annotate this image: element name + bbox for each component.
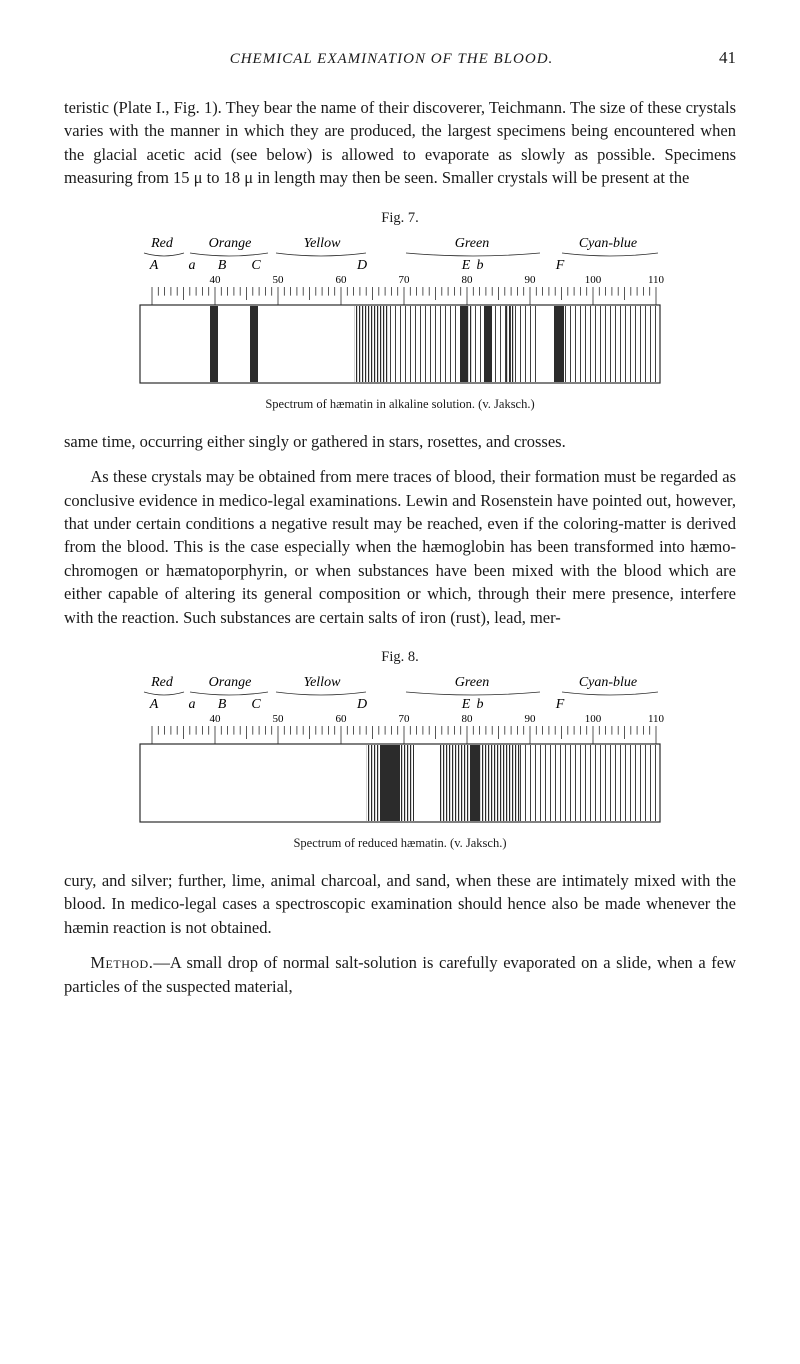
- paragraph-lead: Method.: [90, 953, 153, 972]
- svg-text:90: 90: [525, 274, 537, 286]
- svg-text:Yellow: Yellow: [304, 236, 341, 251]
- svg-text:C: C: [251, 697, 261, 712]
- svg-text:60: 60: [336, 713, 348, 725]
- svg-text:A: A: [149, 258, 159, 273]
- svg-text:Yellow: Yellow: [304, 675, 341, 690]
- svg-text:90: 90: [525, 713, 537, 725]
- page-number: 41: [719, 48, 736, 68]
- svg-text:Red: Red: [150, 675, 174, 690]
- svg-text:110: 110: [648, 713, 665, 725]
- paragraph-rest: —A small drop of normal salt-solution is…: [64, 953, 736, 995]
- svg-text:80: 80: [462, 713, 474, 725]
- svg-text:Green: Green: [455, 675, 489, 690]
- svg-text:E: E: [461, 258, 471, 273]
- running-header: CHEMICAL EXAMINATION OF THE BLOOD. 41: [64, 48, 736, 68]
- svg-text:80: 80: [462, 274, 474, 286]
- svg-text:Green: Green: [455, 236, 489, 251]
- figure-legend: Spectrum of hæmatin in alkaline solution…: [64, 397, 736, 412]
- svg-text:D: D: [356, 697, 367, 712]
- svg-text:40: 40: [210, 713, 222, 725]
- svg-text:Red: Red: [150, 236, 174, 251]
- svg-text:Cyan-blue: Cyan-blue: [579, 236, 637, 251]
- svg-text:40: 40: [210, 274, 222, 286]
- svg-text:70: 70: [399, 713, 411, 725]
- svg-text:60: 60: [336, 274, 348, 286]
- body-paragraph: Method.—A small drop of normal salt-solu…: [64, 951, 736, 998]
- figure-caption: Fig. 8.: [64, 649, 736, 666]
- svg-text:D: D: [356, 258, 367, 273]
- svg-text:B: B: [218, 697, 227, 712]
- svg-text:100: 100: [585, 713, 602, 725]
- svg-text:Orange: Orange: [209, 675, 252, 690]
- svg-text:a: a: [189, 258, 196, 273]
- svg-text:Orange: Orange: [209, 236, 252, 251]
- svg-text:a: a: [189, 697, 196, 712]
- svg-text:100: 100: [585, 274, 602, 286]
- svg-text:50: 50: [273, 713, 285, 725]
- svg-text:F: F: [555, 258, 565, 273]
- body-paragraph: As these crystals may be obtained from m…: [64, 465, 736, 629]
- svg-text:F: F: [555, 697, 565, 712]
- svg-text:Cyan-blue: Cyan-blue: [579, 675, 637, 690]
- body-paragraph: cury, and silver; further, lime, animal …: [64, 869, 736, 939]
- spectrum-figure-8: Red Orange Yellow Green Cyan-blue Aa B C D Eb F 40 5…: [64, 672, 736, 828]
- body-paragraph: same time, occurring either singly or ga…: [64, 430, 736, 453]
- spectrum-svg: Red Orange Yellow Green Cyan-blue Aa B C D Eb F 40 5…: [110, 233, 690, 389]
- spectrum-figure-7: Red Orange Yellow Green Cyan-blue Aa B C D Eb F 40 5…: [64, 233, 736, 389]
- spectrum-svg: Red Orange Yellow Green Cyan-blue Aa B C D Eb F 40 5…: [110, 672, 690, 828]
- svg-text:B: B: [218, 258, 227, 273]
- running-title: CHEMICAL EXAMINATION OF THE BLOOD.: [230, 51, 554, 68]
- body-paragraph: teristic (Plate I., Fig. 1). They bear t…: [64, 96, 736, 190]
- svg-text:A: A: [149, 697, 159, 712]
- figure-legend: Spectrum of reduced hæmatin. (v. Jaksch.…: [64, 836, 736, 851]
- svg-text:70: 70: [399, 274, 411, 286]
- svg-text:50: 50: [273, 274, 285, 286]
- svg-text:b: b: [477, 258, 484, 273]
- svg-text:C: C: [251, 258, 261, 273]
- figure-caption: Fig. 7.: [64, 210, 736, 227]
- svg-text:b: b: [477, 697, 484, 712]
- svg-text:E: E: [461, 697, 471, 712]
- svg-text:110: 110: [648, 274, 665, 286]
